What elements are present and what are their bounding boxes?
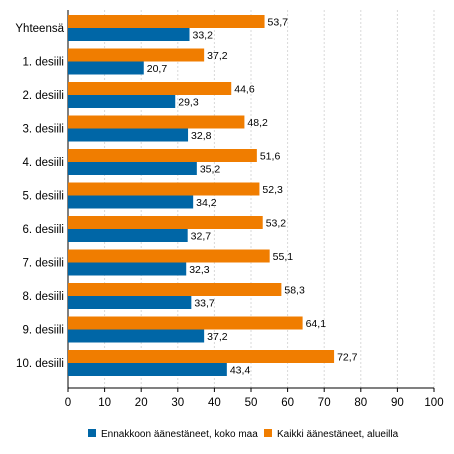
bar-ennakko-5 <box>68 195 194 209</box>
value-label-kaikki-3: 48,2 <box>247 117 268 129</box>
value-label-ennakko-1: 20,7 <box>147 63 168 75</box>
bar-ennakko-4 <box>68 162 197 175</box>
bar-kaikki-7 <box>68 249 270 263</box>
x-tick-label-30: 30 <box>171 397 184 409</box>
category-label-0: Yhteensä <box>15 23 64 35</box>
value-label-kaikki-9: 64,1 <box>306 318 327 330</box>
value-label-kaikki-2: 44,6 <box>234 84 255 96</box>
bar-kaikki-5 <box>68 182 260 196</box>
category-label-10: 10. desiili <box>16 358 64 370</box>
value-label-ennakko-3: 32,8 <box>191 130 212 142</box>
value-label-kaikki-7: 55,1 <box>273 251 294 263</box>
legend-label-1: Kaikki äänestäneet, alueilla <box>277 429 399 440</box>
value-label-kaikki-6: 53,2 <box>266 218 287 230</box>
x-tick-label-60: 60 <box>281 397 294 409</box>
bar-ennakko-0 <box>68 28 190 41</box>
bar-ennakko-2 <box>68 95 176 108</box>
x-axis-ticks: 0 10 20 30 40 50 60 70 80 90 100 <box>65 388 444 409</box>
value-label-kaikki-4: 51,6 <box>260 151 281 163</box>
legend-swatch-0 <box>88 429 96 437</box>
value-label-kaikki-8: 58,3 <box>284 285 305 297</box>
x-tick-label-80: 80 <box>354 397 367 409</box>
legend-label-0: Ennakkoon äänestäneet, koko maa <box>101 429 258 440</box>
value-label-ennakko-10: 43,4 <box>230 365 251 377</box>
category-label-7: 7. desiili <box>22 258 64 270</box>
bar-kaikki-1 <box>68 48 205 62</box>
bar-kaikki-8 <box>68 283 282 296</box>
bar-ennakko-7 <box>68 262 187 276</box>
bar-kaikki-10 <box>68 350 335 363</box>
value-label-ennakko-2: 29,3 <box>178 97 199 109</box>
bar-kaikki-0 <box>68 15 265 28</box>
value-label-ennakko-7: 32,3 <box>189 264 210 276</box>
value-label-kaikki-0: 53,7 <box>268 17 289 29</box>
bar-ennakko-3 <box>68 128 189 142</box>
value-label-kaikki-5: 52,3 <box>262 184 283 196</box>
value-label-kaikki-10: 72,7 <box>337 352 358 364</box>
bar-ennakko-9 <box>68 329 205 343</box>
category-label-8: 8. desiili <box>22 291 64 303</box>
category-label-9: 9. desiili <box>22 325 64 337</box>
legend-swatch-1 <box>264 429 272 437</box>
x-tick-label-40: 40 <box>208 397 221 409</box>
x-tick-label-0: 0 <box>65 397 71 409</box>
x-tick-label-100: 100 <box>424 397 443 409</box>
value-label-ennakko-4: 35,2 <box>200 164 221 176</box>
x-tick-label-90: 90 <box>391 397 404 409</box>
category-label-4: 4. desiili <box>22 157 64 169</box>
value-label-ennakko-9: 37,2 <box>207 331 228 343</box>
value-label-ennakko-5: 34,2 <box>196 197 217 209</box>
category-label-6: 6. desiili <box>22 224 64 236</box>
x-tick-label-50: 50 <box>245 397 258 409</box>
bar-kaikki-9 <box>68 316 303 330</box>
value-label-ennakko-8: 33,7 <box>194 298 215 310</box>
category-labels: Yhteensä 1. desiili 2. desiili 3. desiili 4.… <box>15 23 64 370</box>
category-label-2: 2. desiili <box>22 90 64 102</box>
value-label-kaikki-1: 37,2 <box>207 50 228 62</box>
value-label-ennakko-0: 33,2 <box>193 30 214 42</box>
value-label-ennakko-6: 32,7 <box>191 231 212 243</box>
bar-ennakko-6 <box>68 229 188 242</box>
category-label-1: 1. desiili <box>22 57 64 69</box>
category-label-5: 5. desiili <box>22 191 64 203</box>
bar-kaikki-2 <box>68 82 232 95</box>
category-label-3: 3. desiili <box>22 124 64 136</box>
x-tick-label-70: 70 <box>318 397 331 409</box>
bar-ennakko-8 <box>68 296 192 309</box>
bar-kaikki-3 <box>68 115 245 129</box>
bar-kaikki-4 <box>68 149 257 162</box>
value-labels: 53,7 33,2 37,2 20,7 44,6 29,3 48,2 32,8 51,6 35,2… <box>147 17 358 377</box>
legend: Ennakkoon äänestäneet, koko maa Kaikki ää… <box>88 429 399 440</box>
x-tick-label-20: 20 <box>135 397 148 409</box>
bars <box>68 15 335 376</box>
bar-kaikki-6 <box>68 216 263 229</box>
x-tick-label-10: 10 <box>98 397 111 409</box>
bar-ennakko-10 <box>68 363 227 376</box>
bar-ennakko-1 <box>68 61 144 75</box>
